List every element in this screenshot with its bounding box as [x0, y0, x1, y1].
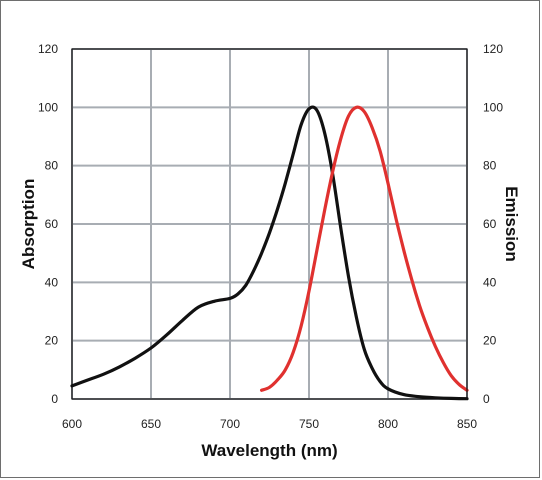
x-axis-title: Wavelength (nm) [201, 441, 337, 460]
left-tick-label-3: 60 [45, 217, 59, 231]
left-tick-label-1: 20 [45, 334, 59, 348]
right-tick-label-0: 0 [483, 392, 490, 406]
x-tick-label-3: 750 [299, 417, 319, 431]
left-tick-label-5: 100 [38, 100, 58, 114]
x-tick-label-5: 850 [457, 417, 477, 431]
right-tick-label-3: 60 [483, 217, 497, 231]
x-tick-label-2: 700 [220, 417, 240, 431]
right-tick-label-4: 80 [483, 159, 497, 173]
left-tick-label-6: 120 [38, 42, 58, 56]
x-tick-label-1: 650 [141, 417, 161, 431]
right-tick-label-2: 40 [483, 275, 497, 289]
right-tick-label-5: 100 [483, 100, 503, 114]
left-tick-label-2: 40 [45, 275, 59, 289]
absorption-series-line [70, 105, 469, 401]
x-tick-labels: 600 650 700 750 800 850 [62, 417, 477, 431]
emission-series-line [260, 105, 469, 392]
left-tick-labels: 0 20 40 60 80 100 120 [38, 42, 58, 406]
left-axis-title: Absorption [19, 179, 38, 270]
left-tick-label-0: 0 [51, 392, 58, 406]
right-tick-label-6: 120 [483, 42, 503, 56]
right-tick-label-1: 20 [483, 334, 497, 348]
left-tick-label-4: 80 [45, 159, 59, 173]
x-tick-label-4: 800 [378, 417, 398, 431]
x-tick-label-0: 600 [62, 417, 82, 431]
right-axis-title: Emission [502, 186, 521, 262]
plot-area-border [71, 48, 468, 400]
gridlines [71, 48, 468, 400]
series-lines [70, 105, 469, 401]
right-tick-labels: 0 20 40 60 80 100 120 [483, 42, 503, 406]
